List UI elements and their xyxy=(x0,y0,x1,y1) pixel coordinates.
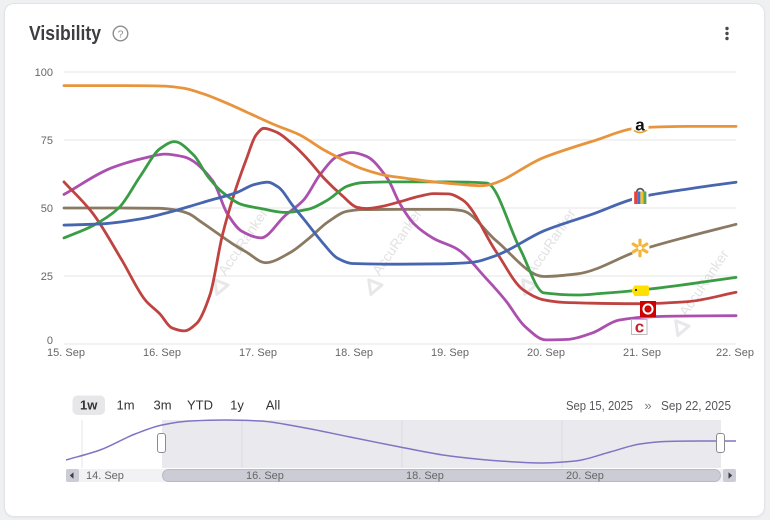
svg-text:50: 50 xyxy=(41,203,53,215)
svg-text:a: a xyxy=(635,116,645,135)
svg-text:16. Sep: 16. Sep xyxy=(143,347,181,359)
svg-text:75: 75 xyxy=(41,135,53,147)
svg-text:22. Sep: 22. Sep xyxy=(716,347,754,359)
svg-text:20. Sep: 20. Sep xyxy=(566,470,604,482)
svg-text:19. Sep: 19. Sep xyxy=(431,347,469,359)
svg-text:18. Sep: 18. Sep xyxy=(335,347,373,359)
svg-text:14. Sep: 14. Sep xyxy=(86,470,124,482)
svg-text:»: » xyxy=(644,398,651,413)
svg-text:16. Sep: 16. Sep xyxy=(246,470,284,482)
svg-text:YTD: YTD xyxy=(187,398,213,413)
svg-text:c: c xyxy=(635,318,644,337)
svg-text:Visibility: Visibility xyxy=(29,23,102,45)
svg-text:0: 0 xyxy=(47,335,53,347)
svg-text:1y: 1y xyxy=(230,398,244,413)
svg-text:100: 100 xyxy=(35,67,53,79)
svg-text:AccuRanker: AccuRanker xyxy=(215,205,271,277)
svg-text:3m: 3m xyxy=(153,398,171,413)
svg-text:All: All xyxy=(266,398,281,413)
svg-text:AccuRanker: AccuRanker xyxy=(369,205,425,277)
svg-text:1m: 1m xyxy=(116,398,134,413)
svg-text:20. Sep: 20. Sep xyxy=(527,347,565,359)
svg-text:Sep 22, 2025: Sep 22, 2025 xyxy=(661,398,731,413)
svg-text:17. Sep: 17. Sep xyxy=(239,347,277,359)
svg-text:18. Sep: 18. Sep xyxy=(406,470,444,482)
svg-text:21. Sep: 21. Sep xyxy=(623,347,661,359)
svg-text:?: ? xyxy=(118,29,124,41)
svg-text:15. Sep: 15. Sep xyxy=(47,347,85,359)
svg-text:Sep 15, 2025: Sep 15, 2025 xyxy=(566,398,633,413)
svg-text:AccuRanker: AccuRanker xyxy=(523,205,579,277)
svg-text:1w: 1w xyxy=(80,398,98,413)
svg-text:25: 25 xyxy=(41,271,53,283)
